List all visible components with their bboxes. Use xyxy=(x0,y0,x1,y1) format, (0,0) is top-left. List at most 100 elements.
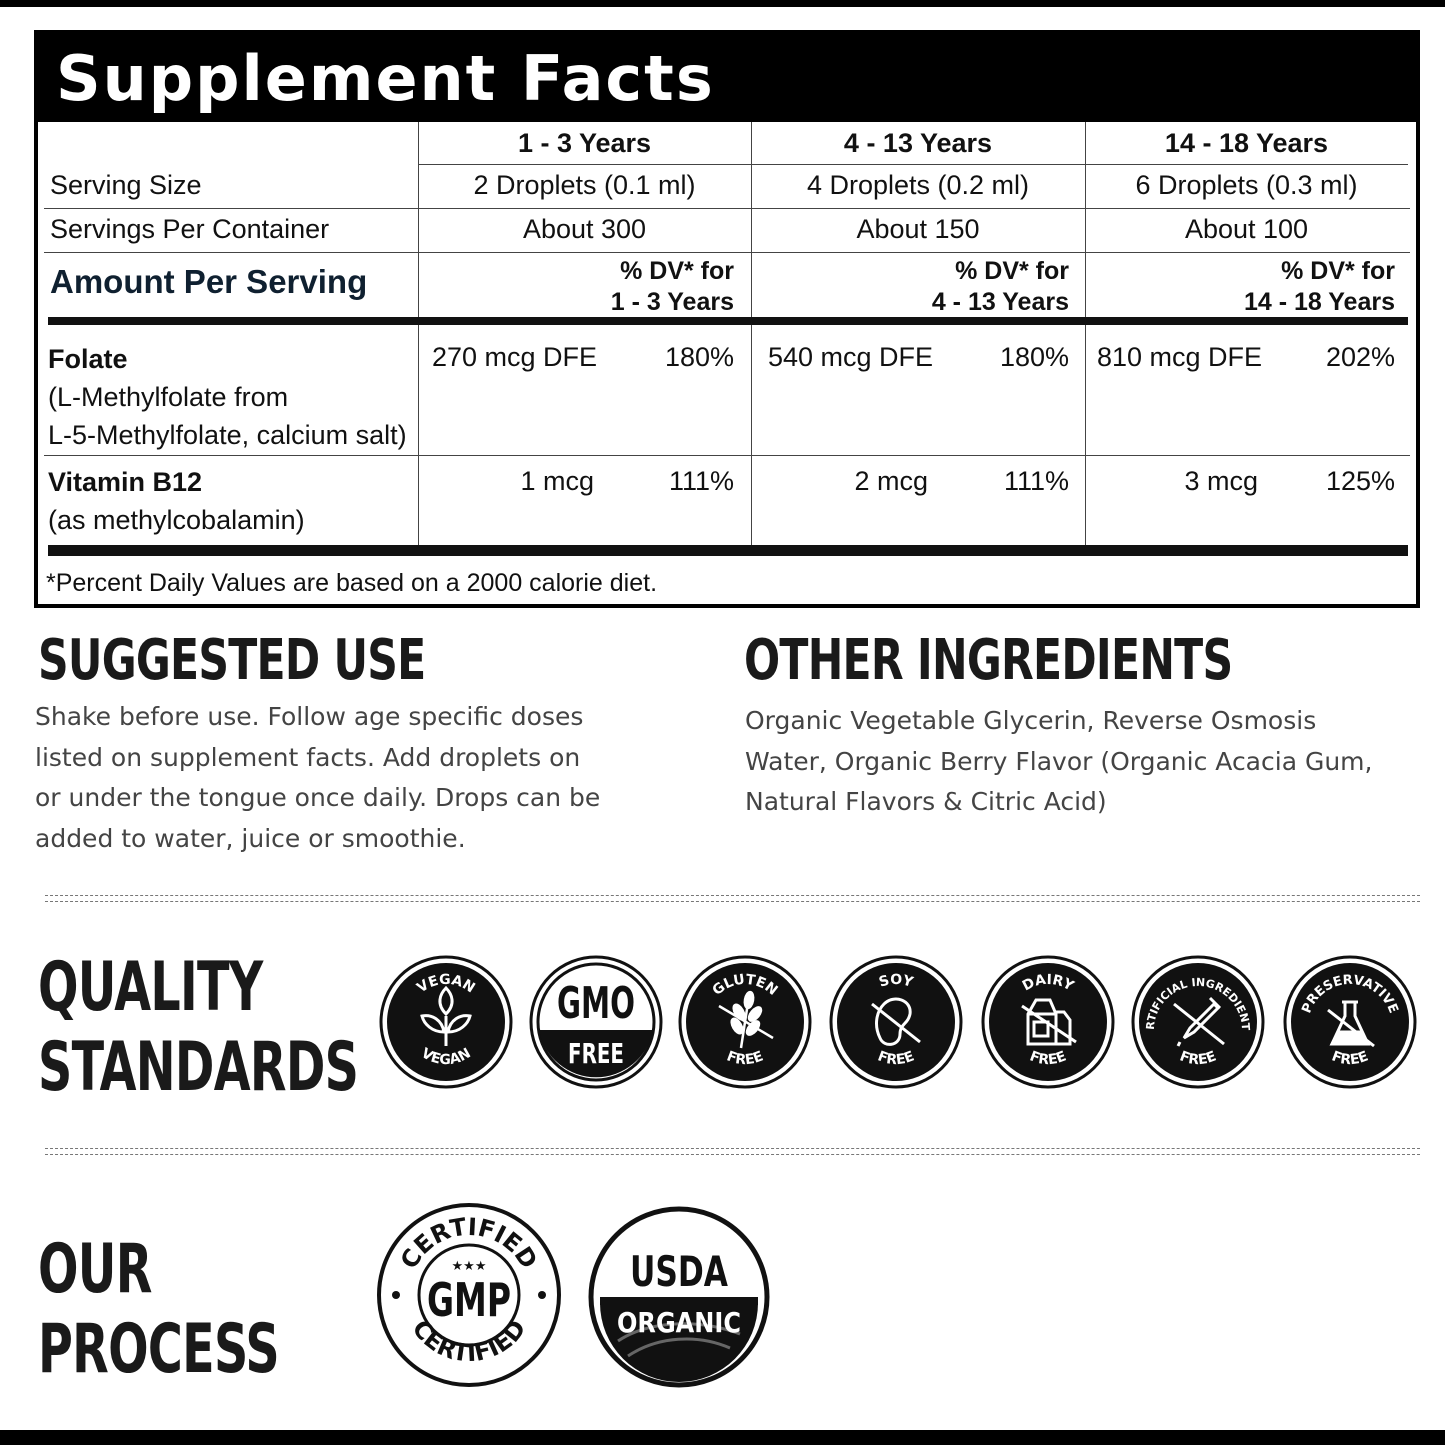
serving-size-label: Serving Size xyxy=(50,170,202,200)
badge-bottom-text: FREE xyxy=(568,1037,624,1070)
nutrient-name: Vitamin B12 xyxy=(48,467,203,497)
badge-top-text: SOY xyxy=(877,972,915,991)
nutrient-amount: 270 mcg DFE xyxy=(432,342,598,372)
bottom-border xyxy=(0,1430,1445,1445)
our-process-title: OUR PROCESS xyxy=(38,1230,280,1390)
nutrient-source: (L-Methylfolate from xyxy=(48,382,289,412)
svg-text:SOY: SOY xyxy=(877,972,915,991)
dropper-icon xyxy=(1173,996,1225,1047)
gmo-free-icon: GMO FREE xyxy=(557,978,635,1070)
dairy-free-badge: DAIRY FREE xyxy=(980,954,1116,1090)
dv-header-line: % DV* for xyxy=(1281,257,1395,285)
row-divider xyxy=(44,252,1410,253)
gluten-free-badge: GLUTEN FREE xyxy=(677,954,813,1090)
text-line: Shake before use. Follow age specific do… xyxy=(35,702,584,731)
stars-icon: ★★★ xyxy=(452,1259,487,1274)
text-line: or under the tongue once daily. Drops ca… xyxy=(35,783,601,812)
preservative-free-badge: PRESERVATIVE FREE xyxy=(1282,954,1418,1090)
row-divider xyxy=(418,164,1408,165)
serving-size-value: 4 Droplets (0.2 ml) xyxy=(806,170,1030,200)
nutrient-amount: 810 mcg DFE xyxy=(1097,342,1263,372)
nutrient-amount: 1 mcg xyxy=(520,466,594,496)
gmp-text: GMP xyxy=(427,1273,511,1327)
gmp-certified-badge: CERTIFIED CERTIFIED ★★★ GMP xyxy=(376,1202,562,1388)
facts-title: Supplement Facts xyxy=(56,42,715,115)
thick-divider xyxy=(48,545,1408,556)
dv-header: % DV* for 14 - 18 Years xyxy=(1085,256,1395,318)
gmo-free-badge: GMO FREE xyxy=(528,954,664,1090)
title-line: OUR xyxy=(38,1230,152,1309)
age-group-header: 4 - 13 Years xyxy=(843,128,993,158)
quality-standards-title: QUALITY STANDARDS xyxy=(38,948,359,1108)
other-ingredients-text: Organic Vegetable Glycerin, Reverse Osmo… xyxy=(745,701,1372,823)
flask-icon xyxy=(1327,1000,1375,1048)
thick-divider xyxy=(48,317,1408,325)
row-divider xyxy=(44,208,1410,209)
suggested-use-title: SUGGESTED USE xyxy=(38,628,426,693)
vegan-leaf-icon xyxy=(420,985,472,1046)
dashed-divider xyxy=(45,895,1420,902)
serving-size-value: 2 Droplets (0.1 ml) xyxy=(473,170,696,200)
servings-value: About 300 xyxy=(522,214,647,244)
serving-size-value: 6 Droplets (0.3 ml) xyxy=(1135,170,1358,200)
column-divider xyxy=(1085,122,1086,545)
vegan-badge: VEGAN VEGAN xyxy=(378,954,514,1090)
top-border xyxy=(0,0,1445,7)
suggested-use-text: Shake before use. Follow age specific do… xyxy=(35,697,600,859)
age-group-header: 14 - 18 Years xyxy=(1164,128,1329,158)
soybean-icon xyxy=(871,997,921,1046)
nutrient-dv: 202% xyxy=(1325,342,1395,372)
svg-text:VEGAN: VEGAN xyxy=(418,1045,473,1068)
badge-top-text: GMO xyxy=(557,978,635,1029)
nutrient-amount: 3 mcg xyxy=(1184,466,1258,496)
facts-header: Supplement Facts xyxy=(38,34,1416,122)
usda-organic-badge: USDA ORGANIC xyxy=(588,1206,770,1388)
nutrient-name-cell: Folate (L-Methylfolate from L-5-Methylfo… xyxy=(48,340,407,454)
title-line: PROCESS xyxy=(38,1310,280,1389)
title-line: QUALITY xyxy=(38,948,263,1027)
dashed-divider xyxy=(45,1148,1420,1155)
supplement-facts-panel: Supplement Facts 1 - 3 Years 4 - 13 Year… xyxy=(34,30,1420,608)
nutrient-name-cell: Vitamin B12 (as methylcobalamin) xyxy=(48,463,305,539)
nutrient-source: L-5-Methylfolate, calcium salt) xyxy=(48,420,407,450)
organic-text: ORGANIC xyxy=(617,1306,741,1339)
dv-header-age: 14 - 18 Years xyxy=(1243,288,1395,316)
nutrient-amount: 540 mcg DFE xyxy=(768,342,934,372)
dv-header: % DV* for 4 - 13 Years xyxy=(751,256,1069,318)
title-line: STANDARDS xyxy=(38,1028,359,1107)
nutrient-name: Folate xyxy=(48,344,128,374)
facts-footnote: *Percent Daily Values are based on a 200… xyxy=(46,569,658,597)
row-divider xyxy=(44,455,1410,456)
servings-value: About 100 xyxy=(1184,214,1309,244)
dot-ornament xyxy=(538,1291,546,1299)
dv-header-age: 1 - 3 Years xyxy=(610,288,734,316)
text-line: Water, Organic Berry Flavor (Organic Aca… xyxy=(745,746,1373,776)
nutrient-source: (as methylcobalamin) xyxy=(48,505,305,535)
artificial-ingredients-free-badge: ARTIFICIAL INGREDIENTS FREE xyxy=(1130,954,1266,1090)
usda-text: USDA xyxy=(630,1247,728,1296)
dv-header-line: % DV* for xyxy=(955,257,1069,285)
dv-header-age: 4 - 13 Years xyxy=(931,288,1069,316)
servings-value: About 150 xyxy=(856,214,980,244)
nutrient-dv: 111% xyxy=(1003,466,1069,496)
dv-header-line: % DV* for xyxy=(620,257,734,285)
wheat-icon xyxy=(718,990,774,1049)
nutrient-dv: 125% xyxy=(1325,466,1395,496)
other-ingredients-title: OTHER INGREDIENTS xyxy=(744,628,1233,693)
milk-carton-icon xyxy=(1021,998,1077,1046)
soy-free-badge: SOY FREE xyxy=(828,954,964,1090)
age-group-header: 1 - 3 Years xyxy=(517,128,652,158)
text-line: Organic Vegetable Glycerin, Reverse Osmo… xyxy=(745,706,1317,735)
column-divider xyxy=(418,122,419,545)
dot-ornament xyxy=(392,1291,400,1299)
amount-per-serving-label: Amount Per Serving xyxy=(50,263,368,300)
nutrient-dv: 180% xyxy=(999,342,1069,372)
nutrient-dv: 180% xyxy=(664,342,734,372)
servings-label: Servings Per Container xyxy=(50,214,330,244)
nutrient-amount: 2 mcg xyxy=(854,466,928,496)
text-line: listed on supplement facts. Add droplets… xyxy=(35,742,581,772)
nutrient-dv: 111% xyxy=(668,466,734,496)
text-line: added to water, juice or smoothie. xyxy=(35,823,466,853)
text-line: Natural Flavors & Citric Acid) xyxy=(745,787,1107,816)
column-divider xyxy=(751,122,752,545)
